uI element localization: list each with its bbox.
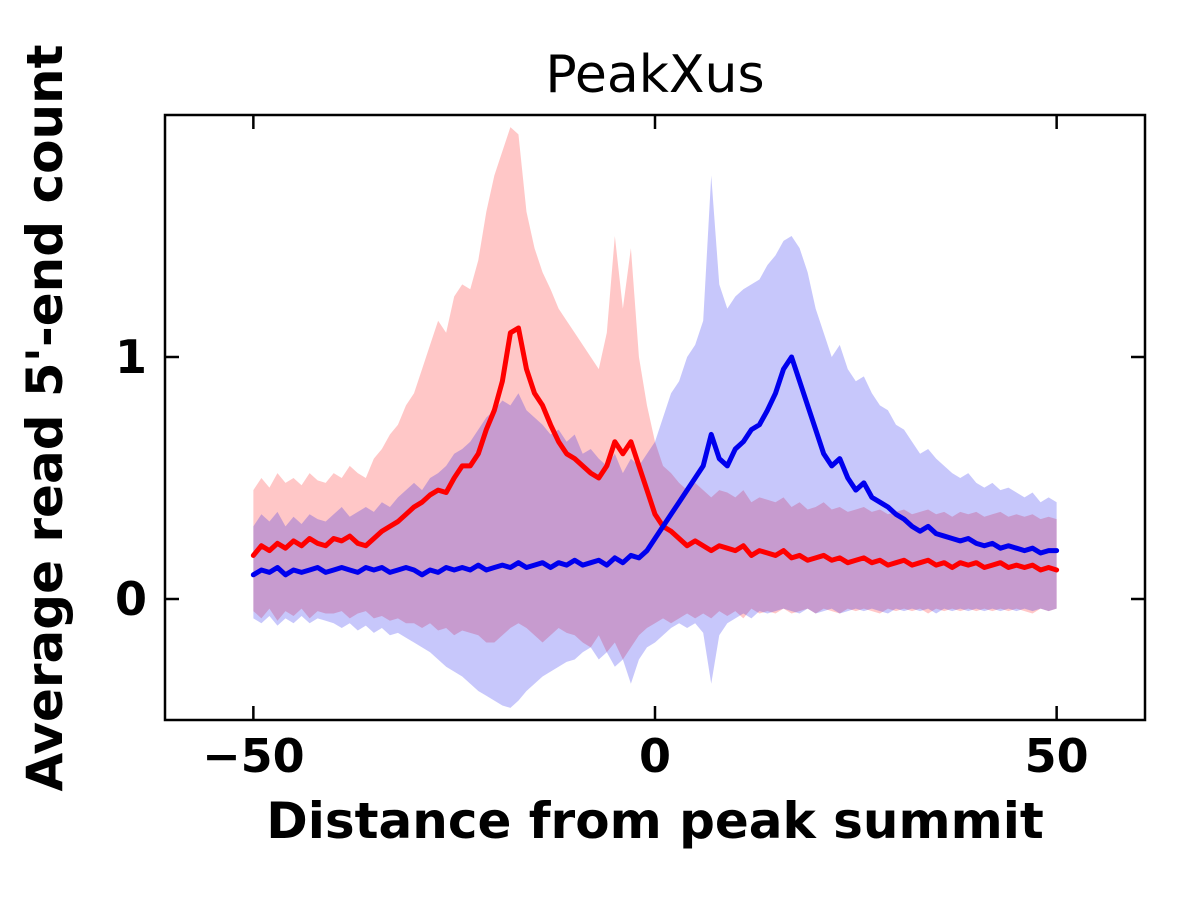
red_series-band xyxy=(253,127,1057,660)
y-tick-label: 1 xyxy=(115,330,147,384)
y-axis-label: Average read 5'-end count xyxy=(16,44,74,791)
chart-title: PeakXus xyxy=(545,45,764,105)
y-tick-label: 0 xyxy=(115,572,147,626)
x-tick-label: 50 xyxy=(1025,729,1089,783)
x-tick-label: −50 xyxy=(202,729,305,783)
blue_series-line xyxy=(250,354,1060,578)
confidence-bands xyxy=(253,127,1057,708)
axis-ticks: −50 0 50 0 1 xyxy=(115,115,1145,783)
mean-lines xyxy=(250,325,1060,578)
plot-border xyxy=(163,113,1147,722)
x-axis-label: Distance from peak summit xyxy=(266,792,1044,850)
red_series-line xyxy=(250,325,1060,573)
x-tick-label: 0 xyxy=(639,729,671,783)
blue_series-band xyxy=(253,175,1057,708)
